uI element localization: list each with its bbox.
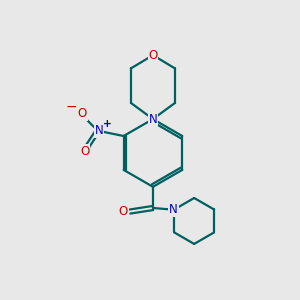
Text: N: N <box>95 124 103 137</box>
Text: O: O <box>119 205 128 218</box>
Text: N: N <box>169 203 178 216</box>
Text: O: O <box>148 49 158 62</box>
Text: O: O <box>78 107 87 120</box>
Text: −: − <box>65 100 77 114</box>
Text: N: N <box>148 112 157 126</box>
Text: O: O <box>80 145 90 158</box>
Text: +: + <box>103 119 112 129</box>
